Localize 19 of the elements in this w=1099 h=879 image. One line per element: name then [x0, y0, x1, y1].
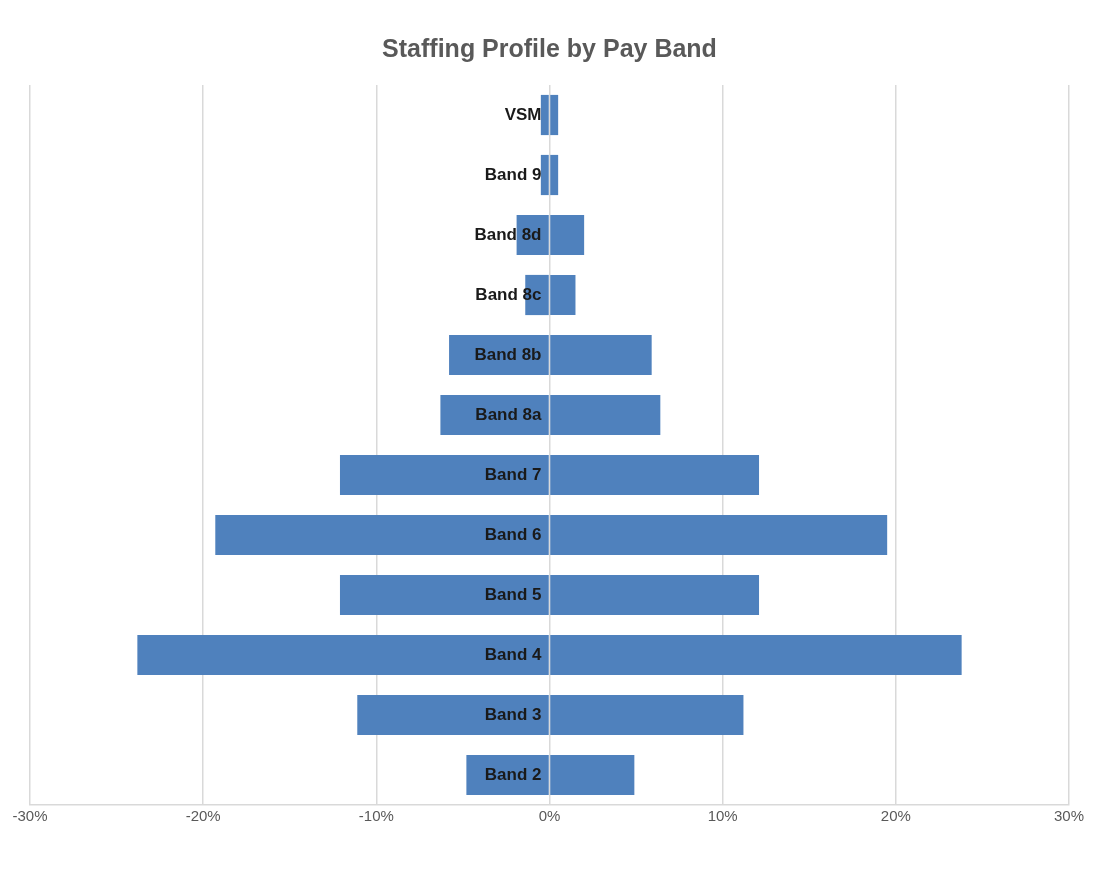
- x-tick-label: 10%: [707, 807, 738, 825]
- y-tick-label: Band 9: [484, 164, 542, 184]
- x-tick-label: 30%: [1053, 807, 1085, 825]
- y-tick-label: Band 3: [484, 704, 542, 724]
- y-tick-label: Band 8a: [475, 404, 543, 424]
- y-tick-label: Band 5: [484, 584, 542, 604]
- y-tick-label: VSM: [504, 104, 542, 124]
- y-tick-label: Band 4: [484, 644, 543, 664]
- y-tick-label: Band 8b: [474, 344, 542, 364]
- x-tick-label: -30%: [12, 807, 48, 825]
- x-tick-label: -10%: [358, 807, 394, 825]
- y-tick-label: Band 7: [484, 464, 542, 484]
- x-tick-label: 20%: [880, 807, 911, 825]
- y-tick-label: Band 2: [484, 764, 542, 784]
- chart-title: Staffing Profile by Pay Band: [382, 33, 717, 62]
- y-tick-label: Band 6: [484, 524, 542, 544]
- x-tick-label: -20%: [185, 807, 221, 825]
- y-tick-label: Band 8d: [474, 224, 542, 244]
- x-tick-label: 0%: [538, 807, 561, 825]
